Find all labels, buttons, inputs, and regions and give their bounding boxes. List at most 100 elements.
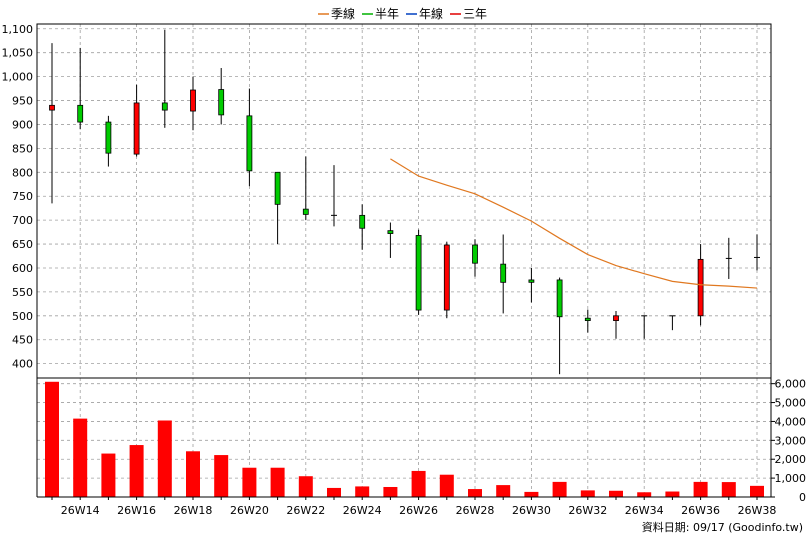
week-tick-label: 26W34 xyxy=(625,504,664,517)
volume-bar xyxy=(637,492,652,497)
candle-body-up xyxy=(697,258,704,317)
week-tick-label: 26W28 xyxy=(456,504,495,517)
candle-body-down xyxy=(584,317,591,321)
volume-bar xyxy=(270,467,285,497)
volume-bar xyxy=(524,491,539,497)
price-tick-label: 450 xyxy=(12,334,33,347)
plot-frames xyxy=(36,23,772,498)
volume-bar xyxy=(439,474,454,497)
candle-body-down xyxy=(415,235,422,311)
volume-series xyxy=(45,381,764,497)
week-tick-label: 26W32 xyxy=(568,504,607,517)
candle-body-up xyxy=(133,102,140,155)
candle-body-down xyxy=(302,208,309,215)
candlestick-series xyxy=(49,29,760,375)
candle-body-up xyxy=(190,89,196,112)
price-tick-label: 500 xyxy=(12,310,33,323)
candle-body-down xyxy=(161,102,168,111)
price-tick-label: 400 xyxy=(12,358,33,371)
candle-body-up xyxy=(49,104,55,111)
volume-bar xyxy=(327,487,341,497)
volume-bar xyxy=(298,476,313,497)
volume-tick-label: 3,000 xyxy=(775,434,807,447)
legend-label: 半年 xyxy=(375,7,399,21)
candle-body-down xyxy=(218,89,225,116)
week-tick-label: 26W18 xyxy=(174,504,213,517)
legend-label: 季線 xyxy=(331,6,355,21)
candle-body-down xyxy=(105,121,112,154)
price-tick-label: 700 xyxy=(12,214,33,227)
price-tick-label: 800 xyxy=(12,166,33,179)
week-tick-label: 26W20 xyxy=(230,504,269,517)
price-tick-label: 1,100 xyxy=(2,23,34,36)
volume-tick-label: 6,000 xyxy=(775,378,807,391)
candle-body-up xyxy=(613,315,619,321)
week-tick-label: 26W22 xyxy=(286,504,325,517)
week-tick-label: 26W14 xyxy=(61,504,100,517)
price-tick-label: 1,050 xyxy=(2,47,34,60)
candle-body-down xyxy=(359,214,366,229)
candle-body-down xyxy=(472,244,478,264)
legend-label: 年線 xyxy=(419,6,443,21)
legend-label: 三年 xyxy=(463,7,487,21)
volume-tick-label: 0 xyxy=(799,491,806,504)
price-tick-label: 750 xyxy=(12,190,33,203)
volume-bar xyxy=(552,481,567,497)
volume-bar xyxy=(45,381,59,497)
volume-tick-label: 5,000 xyxy=(775,397,807,410)
volume-bar xyxy=(580,490,595,497)
candle-body-down xyxy=(246,115,253,172)
volume-tick-label: 2,000 xyxy=(775,453,807,466)
volume-bar xyxy=(411,470,426,497)
price-tick-label: 550 xyxy=(12,286,33,299)
candle-body-down xyxy=(500,263,507,283)
price-plot-frame xyxy=(36,23,772,379)
price-tick-label: 850 xyxy=(12,142,33,155)
week-tick-label: 26W16 xyxy=(117,504,156,517)
week-tick-label: 26W36 xyxy=(681,504,720,517)
volume-bar xyxy=(665,491,680,497)
volume-bar xyxy=(693,481,708,497)
volume-tick-label: 1,000 xyxy=(775,472,807,485)
volume-bar xyxy=(242,467,257,497)
volume-bar xyxy=(750,485,764,497)
volume-bar xyxy=(129,445,144,497)
data-date-footer: 資料日期: 09/17 (Goodinfo.tw) xyxy=(642,520,803,534)
week-axis: 26W14 26W16 26W18 26W20 26W22 26W24 26W26 26W28… xyxy=(51,497,777,517)
price-axis: 400 450 500 550 600 650 700 750 800 850 900 950 1,00… xyxy=(2,23,34,371)
volume-bar xyxy=(496,485,511,497)
volume-bar xyxy=(157,420,172,497)
volume-bar xyxy=(186,451,200,497)
volume-grid xyxy=(37,378,771,497)
price-tick-label: 900 xyxy=(12,118,33,131)
week-tick-label: 26W26 xyxy=(399,504,438,517)
candle-body-down xyxy=(528,279,535,283)
season-ma-series xyxy=(390,158,758,289)
price-grid xyxy=(37,24,771,378)
volume-bar xyxy=(721,482,736,497)
volume-bar xyxy=(214,455,229,497)
candle-body-down xyxy=(274,171,281,205)
volume-bar xyxy=(355,486,370,497)
week-tick-label: 26W24 xyxy=(343,504,382,517)
volume-bar xyxy=(609,490,623,497)
season-ma-line xyxy=(390,158,758,289)
candle-body-down xyxy=(387,230,394,234)
volume-bar xyxy=(468,489,482,497)
week-tick-label: 26W30 xyxy=(512,504,551,517)
candle-body-up xyxy=(443,244,450,311)
price-tick-label: 600 xyxy=(12,262,33,275)
volume-axis: 0 1,000 2,000 3,000 4,000 5,000 6,000 xyxy=(771,378,806,504)
volume-bar xyxy=(73,418,88,497)
candle-body-down xyxy=(77,104,84,123)
price-tick-label: 950 xyxy=(12,95,33,108)
volume-tick-label: 4,000 xyxy=(775,415,807,428)
volume-bar xyxy=(101,453,116,497)
week-tick-label: 26W38 xyxy=(738,504,777,517)
price-tick-label: 650 xyxy=(12,238,33,251)
price-tick-label: 1,000 xyxy=(2,71,34,84)
chart-legend: 季線 半年 年線 三年 xyxy=(318,6,487,21)
volume-bar xyxy=(383,486,398,497)
candle-body-down xyxy=(556,279,563,318)
